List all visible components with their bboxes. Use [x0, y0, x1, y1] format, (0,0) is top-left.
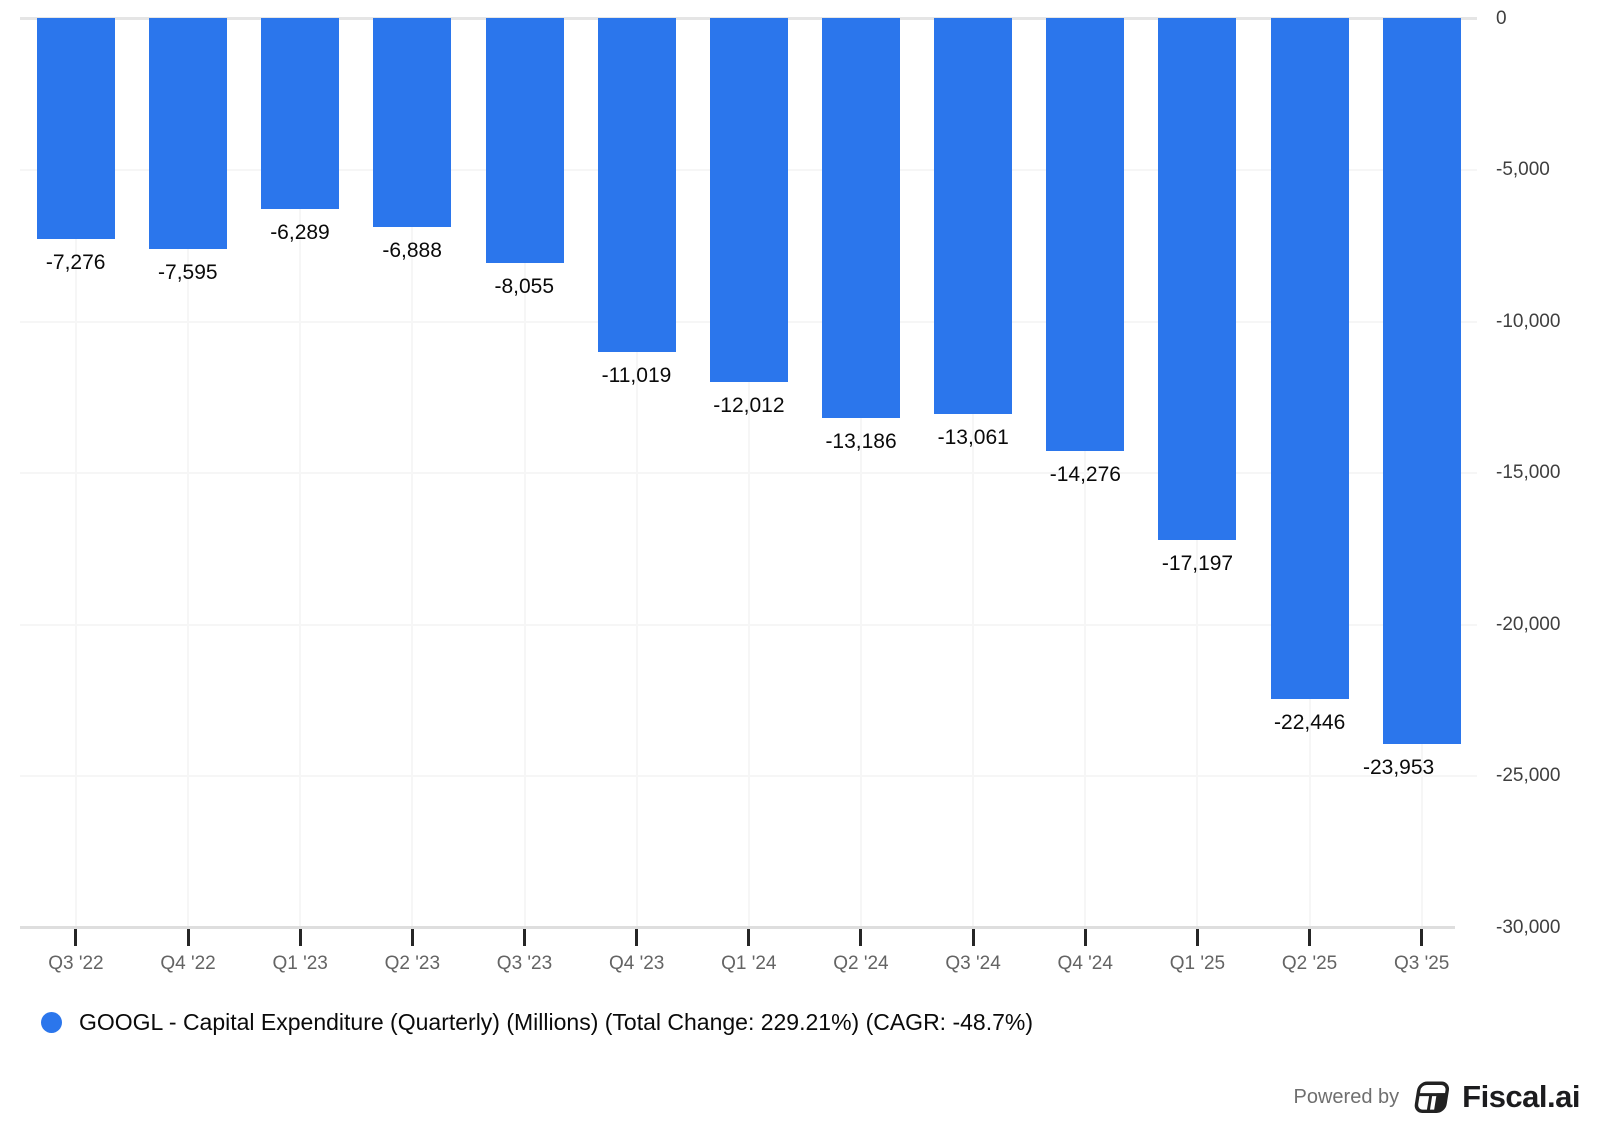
bar-value-label: -14,276	[1049, 463, 1121, 487]
bar[interactable]	[709, 17, 788, 383]
bar[interactable]	[934, 17, 1013, 415]
axis-tick	[1420, 929, 1424, 946]
bar-value-label: -7,276	[45, 250, 106, 274]
fiscal-ai-logo-icon	[1414, 1081, 1450, 1113]
horizontal-gridline	[20, 623, 1477, 626]
bar-value-label: -23,953	[1363, 756, 1435, 780]
y-axis-label: -30,000	[1496, 916, 1561, 938]
x-axis-label: Q1 '23	[272, 953, 328, 974]
brand-name: Fiscal.ai	[1462, 1079, 1580, 1114]
axis-tick	[747, 929, 751, 946]
bar-value-label: -8,055	[494, 274, 555, 298]
axis-tick	[971, 929, 975, 946]
y-axis-label: -25,000	[1496, 765, 1561, 786]
bar-value-label: -17,197	[1161, 551, 1234, 575]
bar[interactable]	[1270, 17, 1349, 699]
axis-tick	[859, 929, 863, 946]
axis-tick	[1308, 929, 1312, 946]
x-axis-label: Q2 '23	[384, 953, 441, 974]
y-axis-label: -20,000	[1496, 613, 1561, 635]
y-axis-label: 0	[1496, 7, 1507, 29]
y-axis-label: -5,000	[1496, 159, 1550, 180]
bar[interactable]	[821, 17, 900, 419]
bar[interactable]	[1382, 17, 1461, 745]
x-axis-label: Q4 '24	[1057, 953, 1113, 974]
x-axis-label: Q1 '25	[1169, 953, 1226, 974]
axis-tick	[410, 929, 414, 946]
y-axis-label: -10,000	[1496, 310, 1561, 332]
axis-tick	[523, 929, 526, 946]
powered-by-label: Powered by	[1293, 1085, 1400, 1108]
axis-tick	[74, 929, 78, 946]
bar-value-label: -11,019	[601, 364, 672, 388]
legend-item[interactable]: GOOGL - Capital Expenditure (Quarterly) …	[41, 1008, 1033, 1036]
x-axis-line	[20, 926, 1455, 929]
x-axis-label: Q4 '22	[160, 953, 216, 974]
axis-tick	[1195, 929, 1199, 946]
axis-tick	[186, 929, 190, 946]
x-axis-label: Q4 '23	[608, 953, 665, 974]
x-axis-label: Q1 '24	[721, 953, 777, 974]
y-axis-label: -15,000	[1496, 462, 1561, 483]
bar-value-label: -13,061	[937, 426, 1009, 450]
bar[interactable]	[485, 17, 564, 263]
x-axis-label: Q2 '24	[833, 953, 889, 974]
bar[interactable]	[1046, 17, 1125, 452]
legend-label: GOOGL - Capital Expenditure (Quarterly) …	[79, 1008, 1033, 1035]
x-axis-label: Q3 '25	[1393, 953, 1450, 974]
horizontal-gridline	[20, 775, 1477, 777]
bar-value-label: -6,888	[382, 239, 442, 263]
horizontal-gridline	[20, 472, 1477, 474]
bar-value-label: -7,595	[158, 260, 218, 284]
bar-value-label: -13,186	[825, 430, 897, 454]
footer-branding[interactable]: Powered by Fiscal.ai	[1293, 1079, 1581, 1115]
bar[interactable]	[36, 17, 115, 239]
x-axis-label: Q2 '25	[1281, 953, 1338, 974]
bar[interactable]	[261, 17, 340, 210]
bar-value-label: -6,289	[270, 221, 330, 245]
axis-tick	[1083, 929, 1087, 946]
x-axis-label: Q3 '24	[945, 953, 1001, 974]
axis-tick	[298, 929, 302, 946]
bar-value-label: -22,446	[1274, 710, 1346, 734]
bar[interactable]	[373, 17, 452, 228]
x-axis-label: Q3 '23	[496, 953, 553, 974]
bar-value-label: -12,012	[713, 394, 785, 418]
bar[interactable]	[597, 17, 676, 353]
legend-marker-icon	[41, 1011, 62, 1033]
bar[interactable]	[1158, 17, 1237, 540]
bar[interactable]	[149, 17, 228, 249]
x-axis-label: Q3 '22	[48, 953, 104, 974]
axis-tick	[635, 929, 639, 946]
